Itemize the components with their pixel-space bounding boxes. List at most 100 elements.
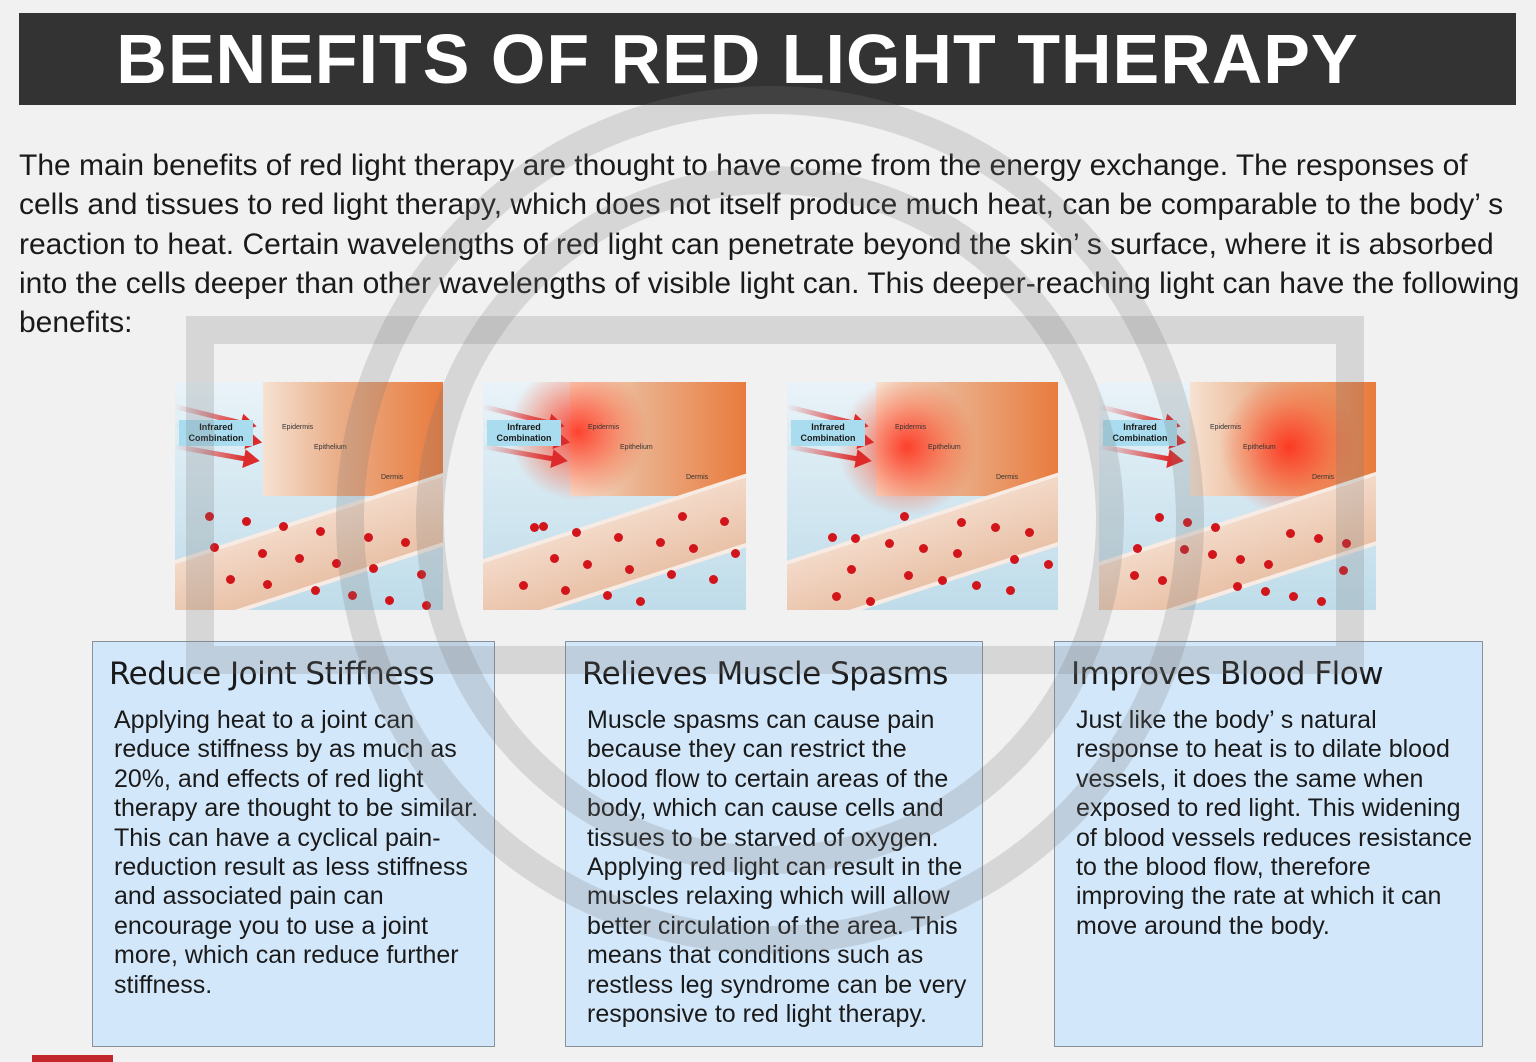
blood-cell (709, 575, 718, 584)
blood-cell (1130, 571, 1139, 580)
layer-label: Epithelium (620, 444, 653, 451)
accent-bar (32, 1055, 113, 1062)
blood-cell (972, 581, 981, 590)
blood-cell (1289, 592, 1298, 601)
blood-cell (667, 570, 676, 579)
blood-cell (311, 586, 320, 595)
blood-cell (1158, 576, 1167, 585)
blood-cell (1286, 529, 1295, 538)
layer-label: Epithelium (1243, 444, 1276, 451)
intro-paragraph: The main benefits of red light therapy a… (19, 149, 1520, 340)
layer-label: Epithelium (928, 444, 961, 451)
blood-cell (832, 592, 841, 601)
blood-cell (279, 522, 288, 531)
layer-label: Epidermis (895, 424, 927, 431)
blood-cell (1236, 555, 1245, 564)
blood-cell (1339, 566, 1348, 575)
layer-label: Dermis (996, 474, 1019, 481)
blood-cell (316, 527, 325, 536)
blood-cell (572, 528, 581, 537)
blood-cell (1010, 555, 1019, 564)
card-joint-stiffness: Reduce Joint Stiffness Applying heat to … (92, 641, 495, 1047)
blood-cell (678, 512, 687, 521)
blood-cell (519, 581, 528, 590)
blood-cell (1025, 528, 1034, 537)
blood-cell (258, 549, 267, 558)
blood-cell (210, 543, 219, 552)
skin-illustration: Infrared Combination Epidermis Epithelium D… (787, 382, 1058, 610)
card-body: Muscle spasms can cause pain because the… (587, 706, 967, 1029)
blood-cell (1211, 523, 1220, 532)
blood-cell (731, 549, 740, 558)
blood-cell (656, 538, 665, 547)
layer-label: Dermis (686, 474, 709, 481)
blood-cell (242, 517, 251, 526)
blood-cell (614, 533, 623, 542)
layer-label: Epithelium (314, 444, 347, 451)
blood-cell (1314, 534, 1323, 543)
card-heading: Relieves Muscle Spasms (582, 656, 948, 692)
light-arrow-icon (1099, 444, 1171, 462)
layer-label: Dermis (1312, 474, 1335, 481)
blood-cell (851, 534, 860, 543)
blood-cell (919, 544, 928, 553)
layer-label: Epidermis (588, 424, 620, 431)
card-heading: Reduce Joint Stiffness (109, 656, 435, 692)
blood-cell (364, 533, 373, 542)
blood-cell (1208, 550, 1217, 559)
blood-cell (1264, 560, 1273, 569)
blood-cell (583, 560, 592, 569)
light-arrow-icon (175, 444, 247, 462)
blood-cell (561, 586, 570, 595)
blood-cell (953, 549, 962, 558)
blood-cell (900, 512, 909, 521)
card-body: Just like the body’ s natural response t… (1076, 706, 1473, 940)
card-blood-flow: Improves Blood Flow Just like the body’ … (1054, 641, 1483, 1047)
blood-cell (539, 522, 548, 531)
blood-cell (1233, 582, 1242, 591)
blood-cell (332, 559, 341, 568)
blood-cell (1317, 597, 1326, 606)
skin-illustration: Infrared Combination Epidermis Epithelium D… (175, 382, 443, 610)
blood-cell (885, 539, 894, 548)
layer-label: Epidermis (282, 424, 314, 431)
blood-cell (625, 565, 634, 574)
blood-cell (417, 570, 426, 579)
infrared-tag: Infrared Combination (1103, 420, 1177, 446)
skin-illustration: Infrared Combination Epidermis Epithelium D… (483, 382, 746, 610)
blood-cell (957, 518, 966, 527)
infrared-tag: Infrared Combination (791, 420, 865, 446)
blood-cell (938, 576, 947, 585)
layer-label: Dermis (381, 474, 404, 481)
blood-cell (550, 554, 559, 563)
blood-cell (348, 591, 357, 600)
blood-cell (866, 597, 875, 606)
blood-cell (720, 517, 729, 526)
blood-cell (689, 544, 698, 553)
card-body: Applying heat to a joint can reduce stif… (114, 706, 479, 999)
blood-cell (205, 512, 214, 521)
blood-cell (422, 601, 431, 610)
infrared-tag: Infrared Combination (487, 420, 561, 446)
blood-cell (828, 533, 837, 542)
blood-cell (369, 564, 378, 573)
card-heading: Improves Blood Flow (1071, 656, 1384, 692)
blood-cell (1342, 539, 1351, 548)
blood-cell (530, 523, 539, 532)
blood-cell (1044, 560, 1053, 569)
blood-cell (636, 597, 645, 606)
infrared-tag: Infrared Combination (179, 420, 253, 446)
skin-illustration: Infrared Combination Epidermis Epithelium D… (1099, 382, 1376, 610)
blood-cell (295, 554, 304, 563)
layer-label: Epidermis (1210, 424, 1242, 431)
blood-cell (1261, 587, 1270, 596)
blood-cell (401, 538, 410, 547)
blood-cell (1133, 544, 1142, 553)
blood-cell (385, 596, 394, 605)
blood-cell (1155, 513, 1164, 522)
title-banner: BENEFITS OF RED LIGHT THERAPY (19, 13, 1516, 105)
blood-cell (904, 571, 913, 580)
blood-cell (603, 591, 612, 600)
blood-cell (847, 565, 856, 574)
card-muscle-spasms: Relieves Muscle Spasms Muscle spasms can… (565, 641, 983, 1047)
